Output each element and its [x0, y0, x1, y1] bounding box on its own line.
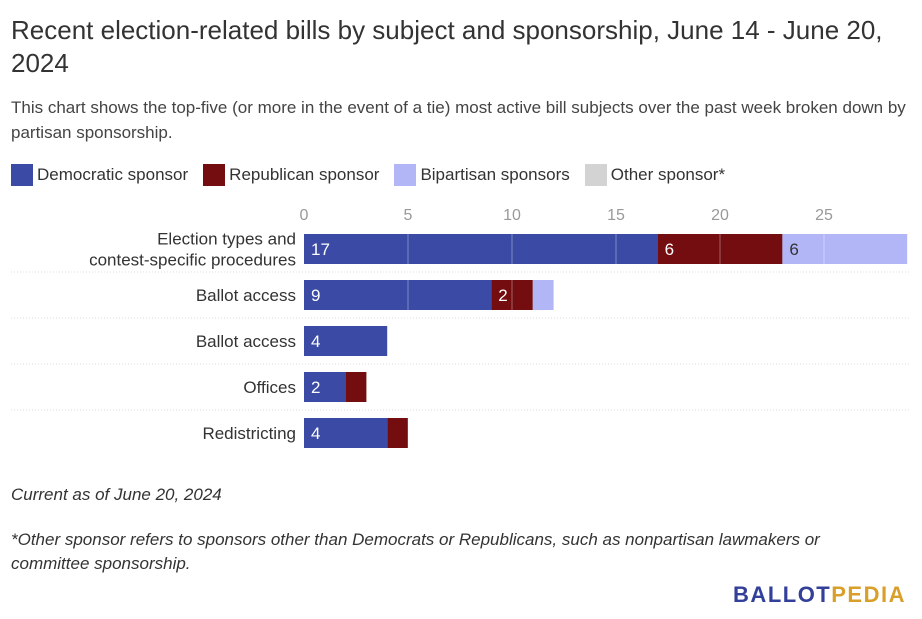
- legend-label-bipartisan: Bipartisan sponsors: [420, 165, 570, 184]
- bar-segment: [304, 280, 492, 310]
- x-tick-label: 25: [815, 207, 833, 224]
- legend-label-democratic: Democratic sponsor: [37, 165, 189, 184]
- category-label: Ballot access: [196, 286, 296, 305]
- category-label: Redistricting: [202, 424, 296, 443]
- x-tick-label: 5: [404, 207, 413, 224]
- data-label: 6: [665, 240, 674, 259]
- data-label: 4: [311, 332, 320, 351]
- x-tick-label: 0: [300, 207, 309, 224]
- legend-item-other: Other sponsor*: [584, 164, 726, 186]
- data-label: 4: [311, 424, 320, 443]
- logo-part-ballot: BALLOT: [733, 582, 832, 607]
- bar-segment: [387, 418, 408, 448]
- legend-label-republican: Republican sponsor: [229, 165, 380, 184]
- bar-segment: [304, 234, 658, 264]
- bar-segment: [304, 372, 346, 402]
- current-as-of-note: Current as of June 20, 2024: [11, 485, 222, 504]
- data-label: 6: [789, 240, 798, 259]
- data-label: 17: [311, 240, 330, 259]
- x-tick-label: 15: [607, 207, 625, 224]
- bar-segment: [304, 326, 388, 356]
- chart-title: Recent election-related bills by subject…: [11, 15, 883, 78]
- legend: Democratic sponsor Republican sponsor Bi…: [11, 163, 740, 187]
- legend-swatch-democratic: [11, 164, 33, 186]
- data-label: 9: [311, 286, 320, 305]
- legend-item-bipartisan: Bipartisan sponsors: [394, 164, 570, 186]
- legend-swatch-other: [584, 164, 607, 186]
- legend-label-other: Other sponsor*: [610, 165, 726, 184]
- x-tick-label: 10: [503, 207, 521, 224]
- footnote: *Other sponsor refers to sponsors other …: [11, 530, 820, 573]
- stacked-bar-chart: 0 5 10 15 20 25 17 6 6 Election types and contest-…: [11, 207, 910, 458]
- category-label: Election types and contest-specific proce…: [89, 230, 296, 270]
- data-label: 2: [311, 378, 320, 397]
- bar-segment: [345, 372, 367, 402]
- chart-subtitle: This chart shows the top-five (or more i…: [11, 98, 906, 142]
- bar-segment: [782, 234, 908, 264]
- legend-swatch-bipartisan: [394, 164, 417, 186]
- data-label: 2: [498, 286, 507, 305]
- legend-swatch-republican: [203, 164, 226, 186]
- x-tick-label: 20: [711, 207, 729, 224]
- bar-segment: [491, 280, 533, 310]
- ballotpedia-logo: BALLOTPEDIA: [733, 582, 906, 608]
- bar-segment: [532, 280, 554, 310]
- legend-item-democratic: Democratic sponsor: [11, 164, 188, 186]
- category-label: Ballot access: [196, 332, 296, 351]
- legend-item-republican: Republican sponsor: [203, 164, 379, 186]
- bar-segment: [657, 234, 783, 264]
- bar-segment: [304, 418, 388, 448]
- category-label: Offices: [243, 378, 296, 397]
- logo-part-pedia: PEDIA: [831, 582, 906, 607]
